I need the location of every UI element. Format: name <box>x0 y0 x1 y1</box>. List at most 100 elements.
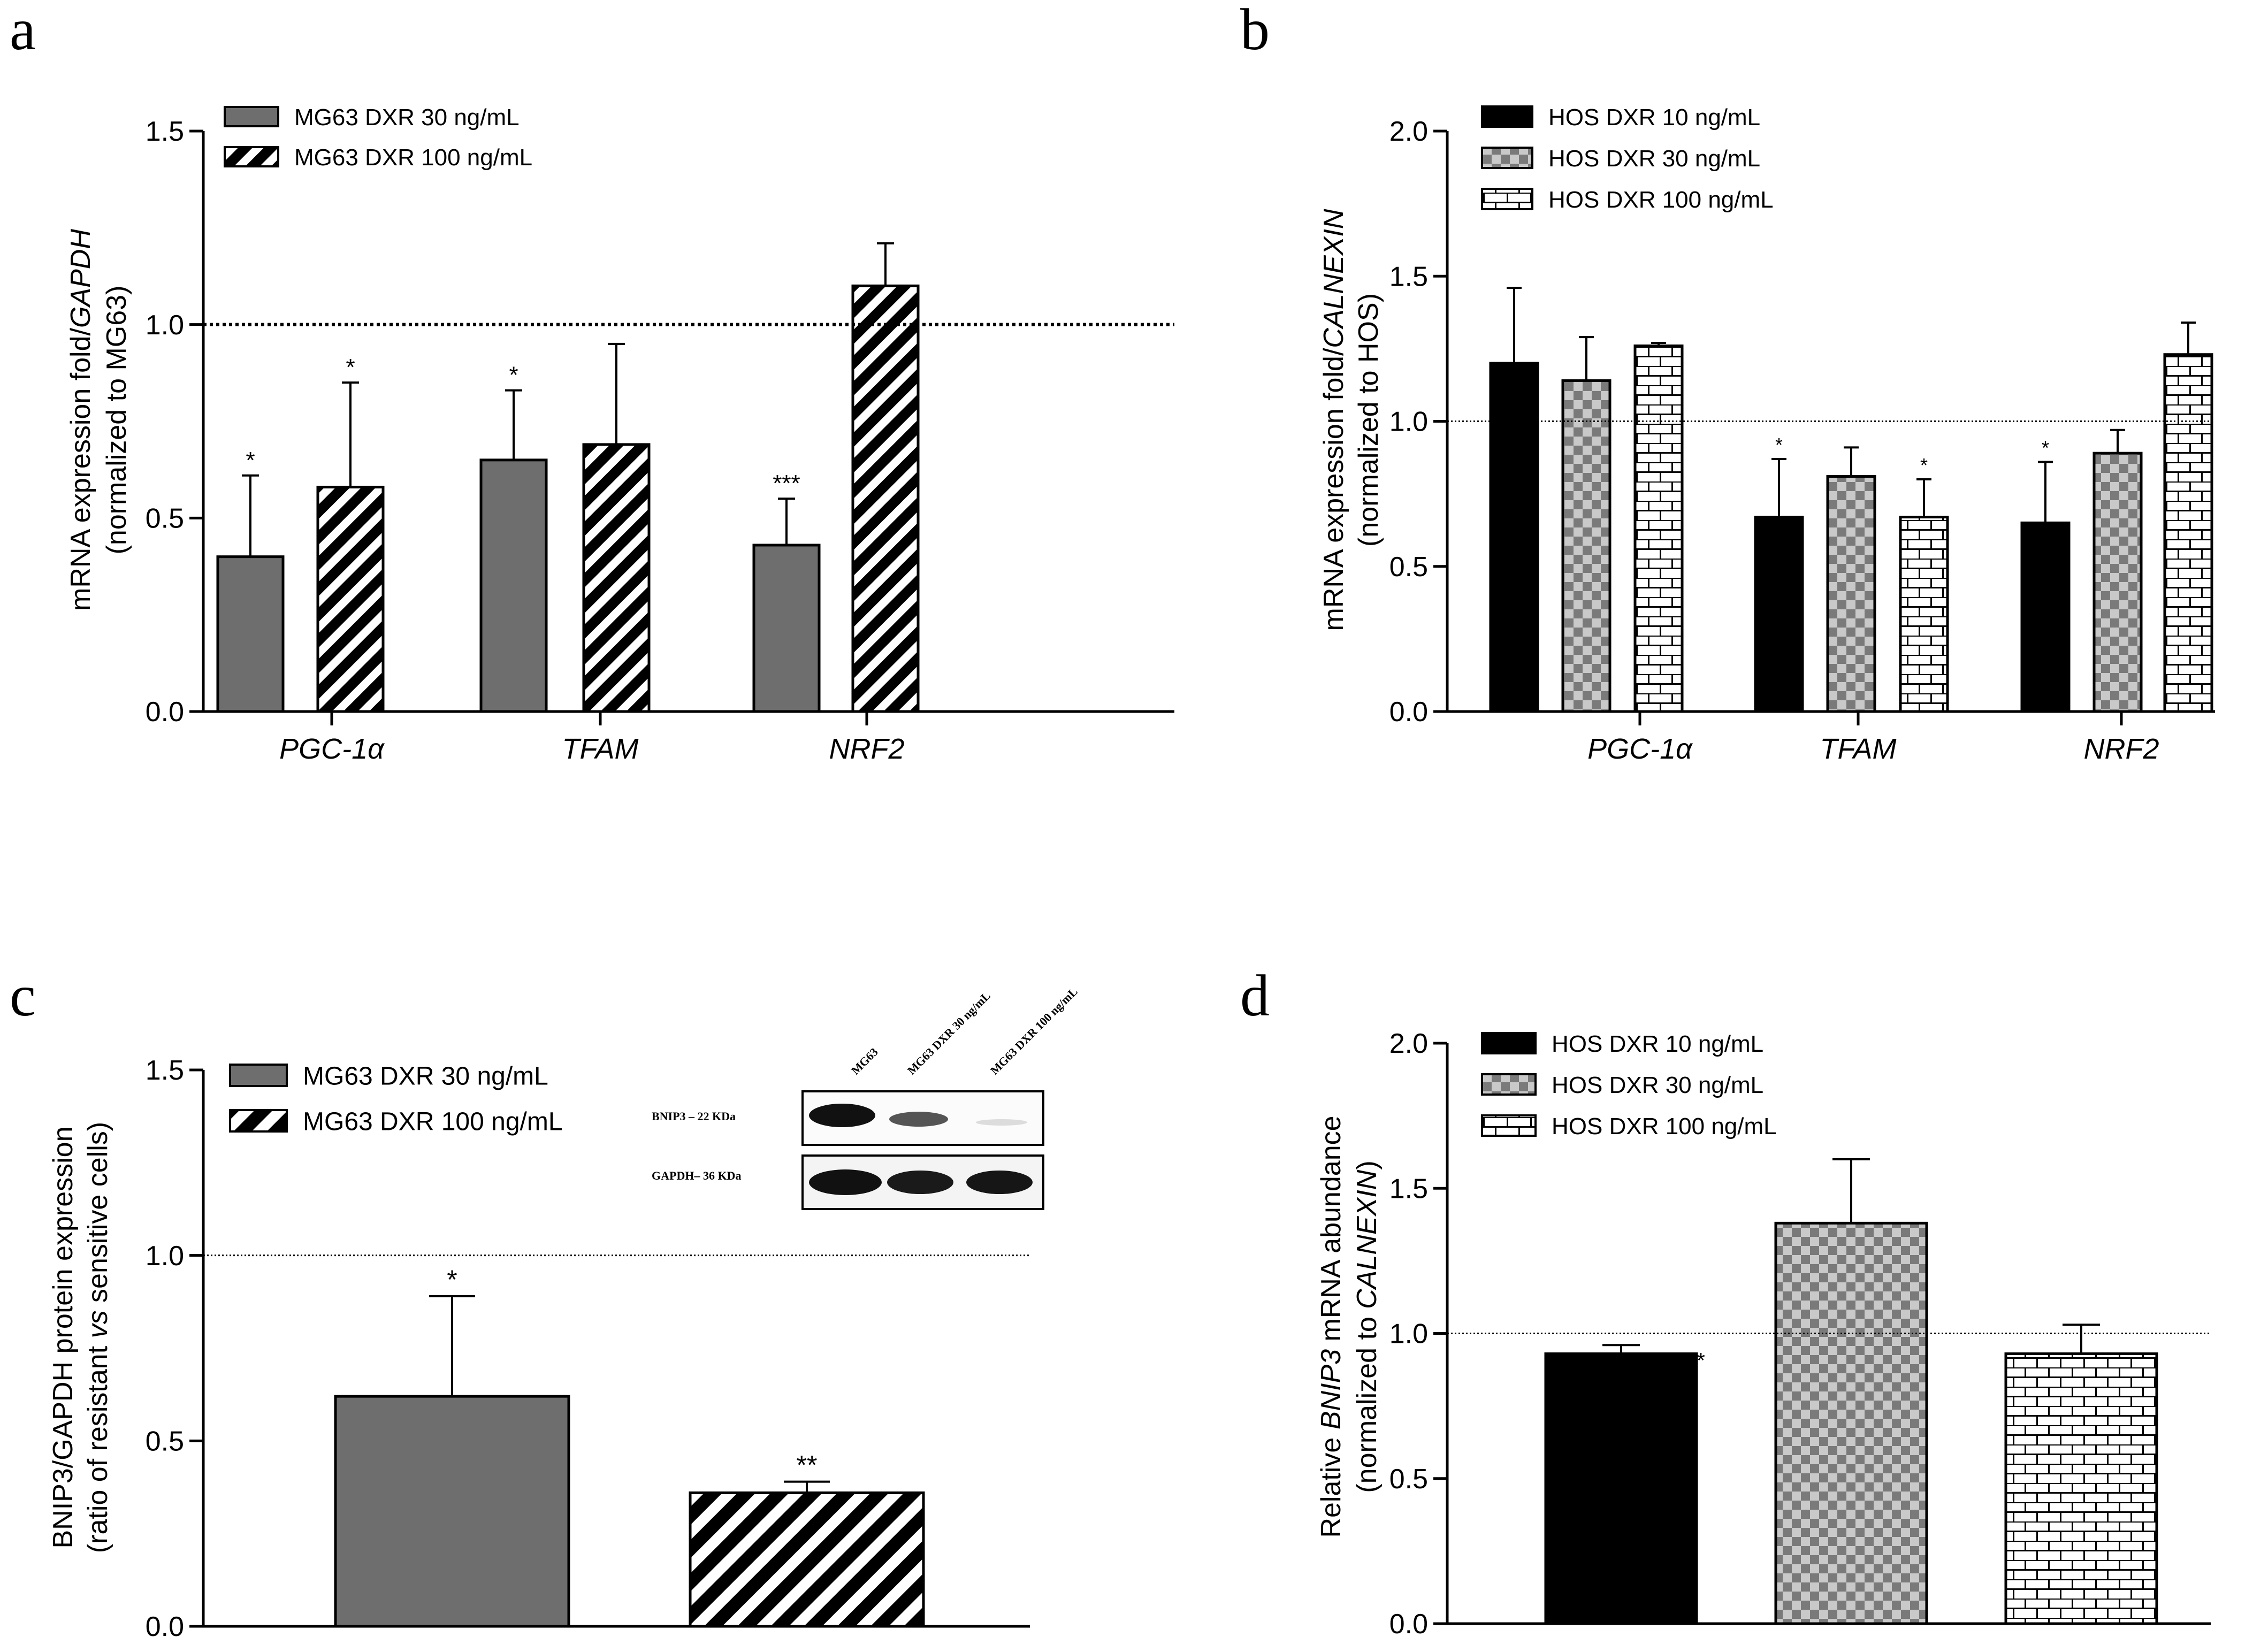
bar <box>2020 521 2071 713</box>
x-tick-label: TFAM <box>562 733 639 765</box>
legend-swatch <box>224 106 279 127</box>
bar <box>1774 1221 1928 1625</box>
ylabel-fragment: CALNEXIN <box>1318 209 1349 348</box>
bar <box>216 555 285 713</box>
significance-label: *** <box>773 470 800 496</box>
bar <box>1633 344 1684 713</box>
legend-swatch <box>229 1064 288 1087</box>
y-axis-label-line2: (normalized to MG63) <box>101 286 132 555</box>
bar <box>334 1395 570 1628</box>
bar <box>1899 516 1949 713</box>
bar <box>1544 1352 1698 1625</box>
y-axis-label-line2: (normalized to HOS) <box>1353 293 1384 547</box>
legend-swatch <box>1481 1032 1537 1054</box>
y-tick-label: 1.0 <box>1389 407 1428 438</box>
x-tick-label: TFAM <box>1820 733 1897 765</box>
y-axis-label: Relative BNIP3 mRNA abundance <box>1316 1115 1347 1538</box>
y-tick-label: 1.0 <box>146 1241 184 1272</box>
y-axis-label: mRNA expression fold/CALNEXIN <box>1318 209 1349 631</box>
bar <box>1489 362 1539 713</box>
blot-lane-label: MG63 DXR 30 ng/mL <box>905 989 993 1077</box>
legend-label: MG63 DXR 30 ng/mL <box>303 1062 548 1090</box>
bar <box>2004 1352 2158 1625</box>
legend-swatch <box>1481 1073 1537 1096</box>
legend-label: HOS DXR 30 ng/mL <box>1548 146 1760 172</box>
significance-label: * <box>346 354 355 380</box>
legend-label: MG63 DXR 100 ng/mL <box>294 144 532 171</box>
y-tick-label: 1.5 <box>146 116 184 147</box>
legend-swatch <box>1481 188 1533 210</box>
panel-label-c: c <box>10 963 36 1028</box>
y-tick-label: 0.0 <box>146 1611 184 1642</box>
legend-label: HOS DXR 100 ng/mL <box>1548 187 1774 213</box>
panel-label-a: a <box>10 0 36 62</box>
legend-swatch <box>224 146 279 167</box>
y-tick-label: 2.0 <box>1389 1028 1428 1059</box>
legend-swatch <box>1481 105 1533 128</box>
blot-band <box>809 1169 882 1195</box>
y-tick-label: 0.5 <box>1389 1464 1428 1495</box>
y-tick-label: 0.0 <box>1389 697 1428 728</box>
ylabel-fragment: GAPDH <box>65 229 96 328</box>
bar <box>1754 516 1804 713</box>
y-tick-label: 1.5 <box>1389 1173 1428 1204</box>
blot-band <box>966 1171 1033 1194</box>
blot-band <box>976 1119 1027 1126</box>
y-axis-label-line2: (ratio of resistant vs sensitive cells) <box>82 1122 113 1553</box>
ylabel-fragment: mRNA abundance <box>1316 1115 1347 1349</box>
bar <box>1826 475 1876 713</box>
bar <box>316 485 385 713</box>
ylabel-fragment: (ratio of resistant <box>82 1338 113 1553</box>
significance-label: * <box>1697 1349 1705 1372</box>
significance-label: * <box>1775 434 1783 456</box>
significance-label: ** <box>797 1450 818 1480</box>
ylabel-fragment: vs <box>82 1310 113 1338</box>
blot-row-label: BNIP3 – 22 KDa <box>652 1110 736 1123</box>
y-tick-label: 1.5 <box>1389 261 1428 292</box>
blot-lane-label: MG63 <box>849 1045 881 1077</box>
y-tick-label: 1.5 <box>146 1055 184 1086</box>
y-axis-label: BNIP3/GAPDH protein expression <box>48 1126 79 1548</box>
blot-band <box>809 1104 875 1127</box>
significance-label: * <box>1920 454 1928 476</box>
ylabel-fragment: ) <box>1351 1160 1383 1169</box>
y-tick-label: 1.0 <box>1389 1319 1428 1350</box>
panel-label-b: b <box>1240 0 1270 62</box>
x-tick-label: NRF2 <box>2083 733 2159 765</box>
blot-lane-label: MG63 DXR 100 ng/mL <box>988 985 1080 1077</box>
ylabel-fragment: BNIP3 <box>1316 1349 1347 1429</box>
legend-label: MG63 DXR 100 ng/mL <box>303 1107 563 1136</box>
ylabel-fragment: sensitive cells) <box>82 1122 113 1311</box>
significance-label: * <box>246 447 255 473</box>
legend-swatch <box>1481 147 1533 169</box>
y-axis-label: mRNA expression fold/GAPDH <box>65 229 96 611</box>
bar <box>582 443 651 713</box>
y-tick-label: 0.0 <box>1389 1609 1428 1640</box>
blot-band <box>887 1171 953 1194</box>
ylabel-fragment: CALNEXIN <box>1351 1169 1383 1309</box>
legend-label: HOS DXR 100 ng/mL <box>1552 1113 1777 1139</box>
western-blot-inset: MG63 MG63 DXR 30 ng/mL MG63 DXR 100 ng/m… <box>652 985 1080 1210</box>
legend-label: HOS DXR 10 ng/mL <box>1548 104 1760 131</box>
ylabel-fragment: Relative <box>1316 1429 1347 1538</box>
bar <box>851 284 920 713</box>
y-tick-label: 0.5 <box>1389 552 1428 583</box>
legend-label: HOS DXR 30 ng/mL <box>1552 1072 1763 1098</box>
y-tick-label: 0.5 <box>146 503 184 534</box>
x-tick-label: PGC-1α <box>1587 733 1693 765</box>
bar <box>2163 353 2213 713</box>
bar <box>752 544 821 713</box>
x-tick-label: PGC-1α <box>279 733 385 765</box>
chart-panel-b: * * * 0.0 0.5 1.0 1.5 2.0 PGC-1α TFAM NRF2 mRNA exp… <box>1318 104 2215 765</box>
y-tick-label: 0.0 <box>146 697 184 728</box>
legend-swatch <box>229 1109 288 1133</box>
bar <box>2092 452 2143 713</box>
y-tick-label: 2.0 <box>1389 116 1428 147</box>
bar <box>689 1491 925 1628</box>
y-tick-label: 1.0 <box>146 310 184 341</box>
legend-swatch <box>1481 1114 1537 1137</box>
bar <box>479 458 548 713</box>
legend-label: HOS DXR 10 ng/mL <box>1552 1031 1763 1057</box>
